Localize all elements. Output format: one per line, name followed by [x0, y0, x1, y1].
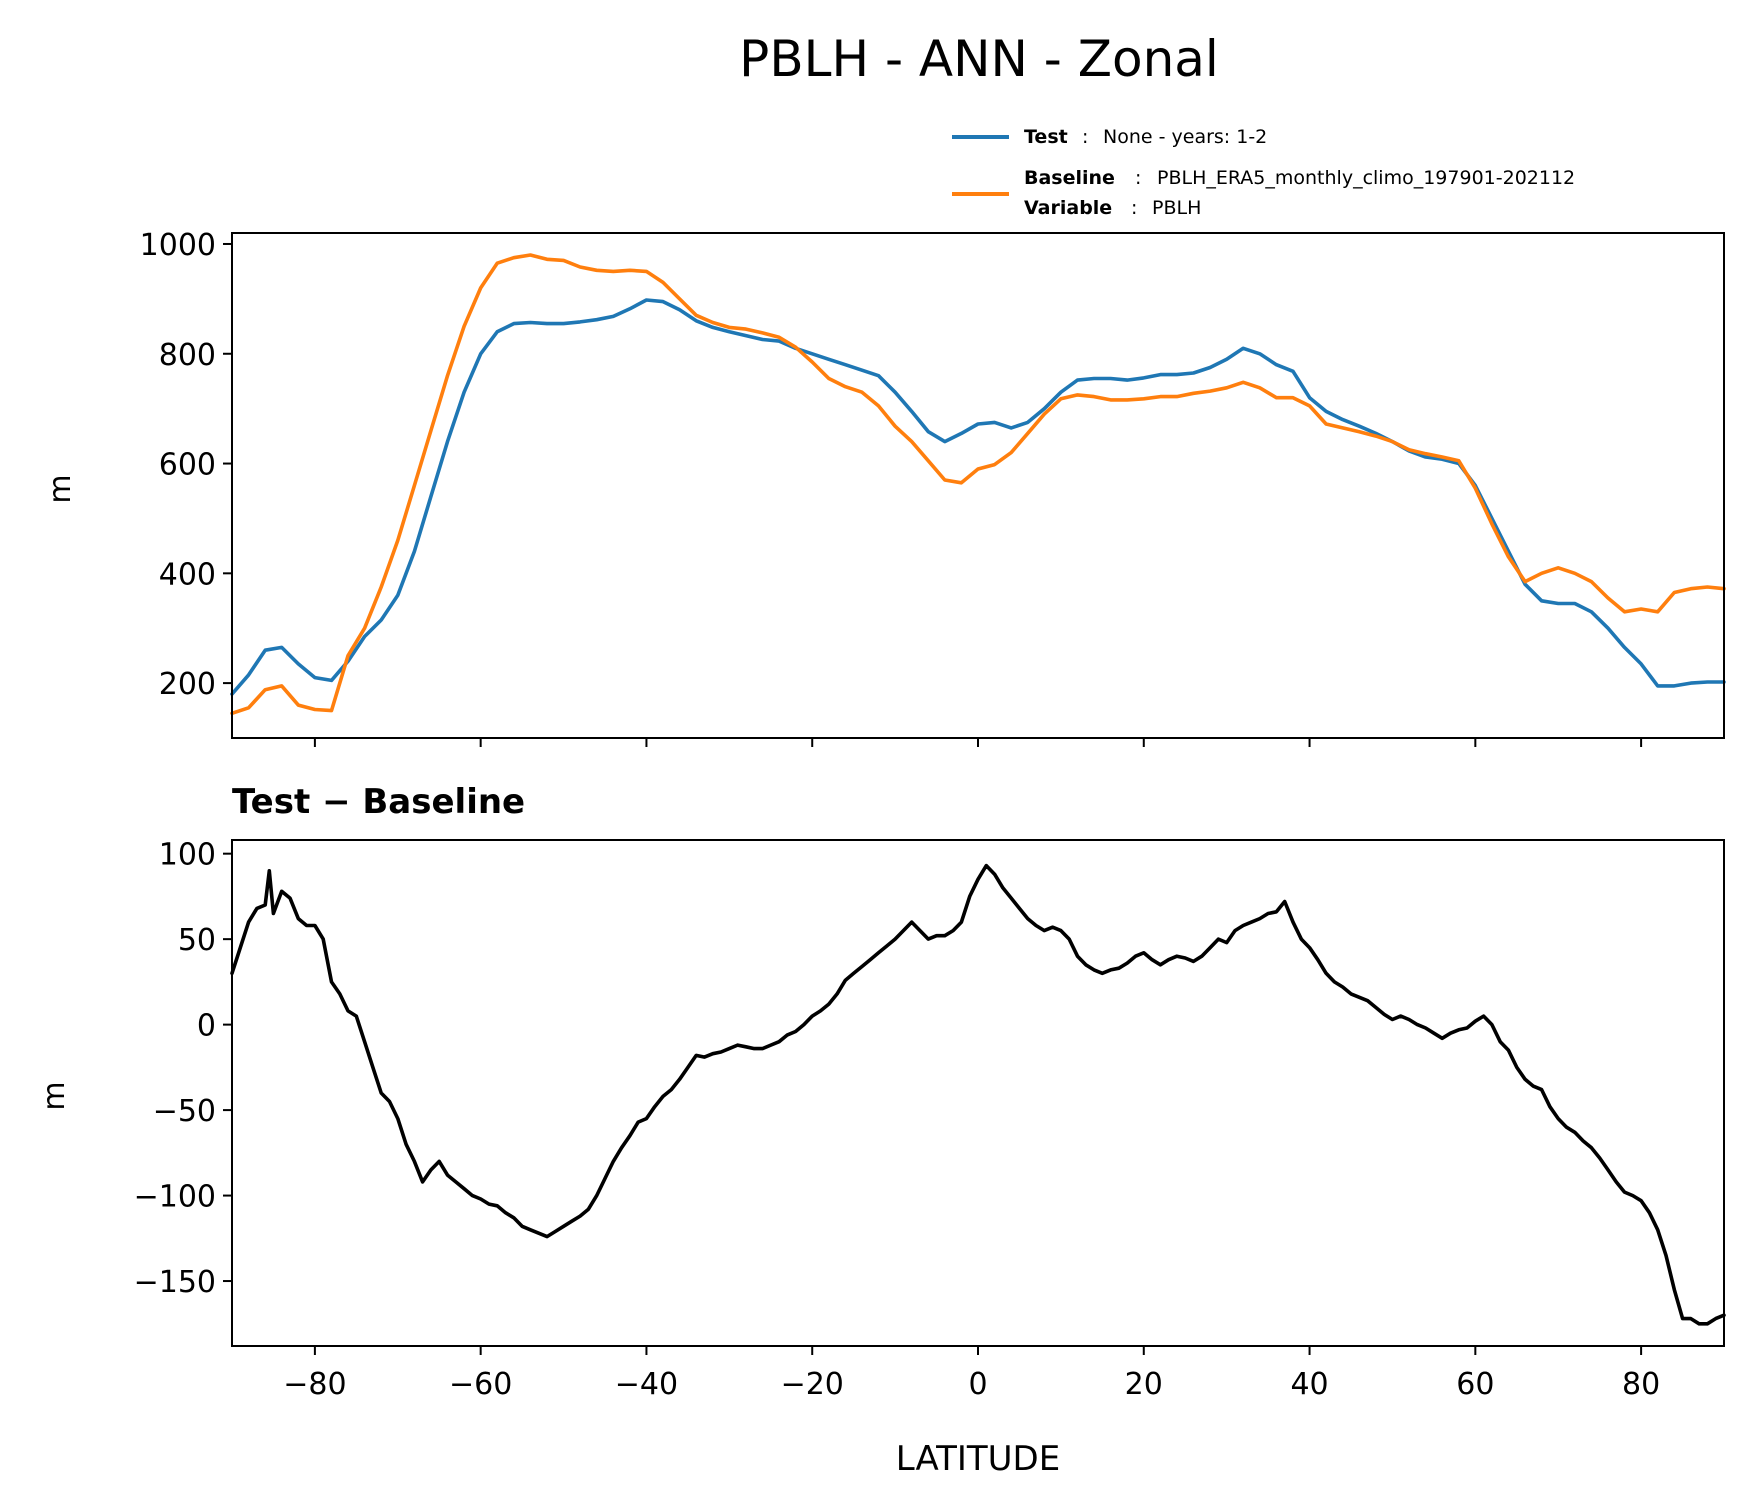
- upper-panel: m 200 400 600 800 1000: [43, 228, 1726, 747]
- upper-plot-frame: [231, 232, 1725, 739]
- lower-plot-frame: [231, 839, 1725, 1347]
- legend-key-variable: Variable: [1024, 197, 1112, 219]
- lower-xtick-label: 40: [1290, 1367, 1328, 1402]
- legend-key-test: Test: [1024, 126, 1068, 148]
- upper-ytick-label: 200: [159, 667, 216, 702]
- lower-ylabel: m: [37, 1081, 72, 1110]
- lower-series-line-test-baseline: [230, 863, 1726, 1326]
- lower-ytick-label: 0: [197, 1009, 216, 1044]
- legend-value-test: None - years: 1-2: [1103, 126, 1267, 148]
- lower-ytick-label: −100: [134, 1180, 216, 1215]
- upper-ytick-label: 600: [159, 448, 216, 483]
- lower-ytick-label: 50: [178, 923, 216, 958]
- legend-separator-baseline: :: [1135, 167, 1141, 189]
- legend-value-baseline: PBLH_ERA5_monthly_climo_197901-202112: [1157, 167, 1575, 189]
- figure-title: PBLH - ANN - Zonal: [739, 30, 1219, 88]
- upper-series: [230, 253, 1726, 716]
- lower-title: Test − Baseline: [232, 782, 525, 822]
- lower-ytick-label: −50: [153, 1094, 216, 1129]
- upper-ylabel: m: [43, 474, 78, 503]
- upper-series-line-baseline: [230, 253, 1726, 716]
- lower-xtick-label: −40: [615, 1367, 678, 1402]
- lower-ytick-label: −150: [134, 1265, 216, 1300]
- x-axis-label: LATITUDE: [896, 1439, 1060, 1479]
- upper-ytick-label: 400: [159, 557, 216, 592]
- lower-xtick-label: 80: [1622, 1367, 1660, 1402]
- lower-xtick-label: 20: [1125, 1367, 1163, 1402]
- upper-ytick-label: 1000: [140, 228, 216, 263]
- lower-series: [230, 863, 1726, 1326]
- upper-ticks: 200 400 600 800 1000: [140, 228, 1643, 747]
- legend-separator-test: :: [1082, 126, 1088, 148]
- lower-panel: Test − Baseline m LATITUDE −80 −60 −40 −20 0…: [37, 782, 1726, 1479]
- lower-xtick-label: −20: [781, 1367, 844, 1402]
- lower-xtick-label: −60: [449, 1367, 512, 1402]
- legend-key-baseline: Baseline: [1024, 167, 1115, 189]
- lower-ytick-label: 100: [159, 838, 216, 873]
- lower-xtick-label: −80: [283, 1367, 346, 1402]
- lower-xtick-label: 60: [1456, 1367, 1494, 1402]
- legend: Test : None - years: 1-2 Baseline : PBLH…: [952, 126, 1575, 219]
- lower-ticks: −80 −60 −40 −20 0 20 40 60 80 −150 −100 −50 0 50 100: [134, 838, 1661, 1402]
- legend-value-variable: PBLH: [1152, 197, 1201, 219]
- upper-ytick-label: 800: [159, 338, 216, 373]
- lower-xtick-label: 0: [968, 1367, 987, 1402]
- legend-separator-variable: :: [1131, 197, 1137, 219]
